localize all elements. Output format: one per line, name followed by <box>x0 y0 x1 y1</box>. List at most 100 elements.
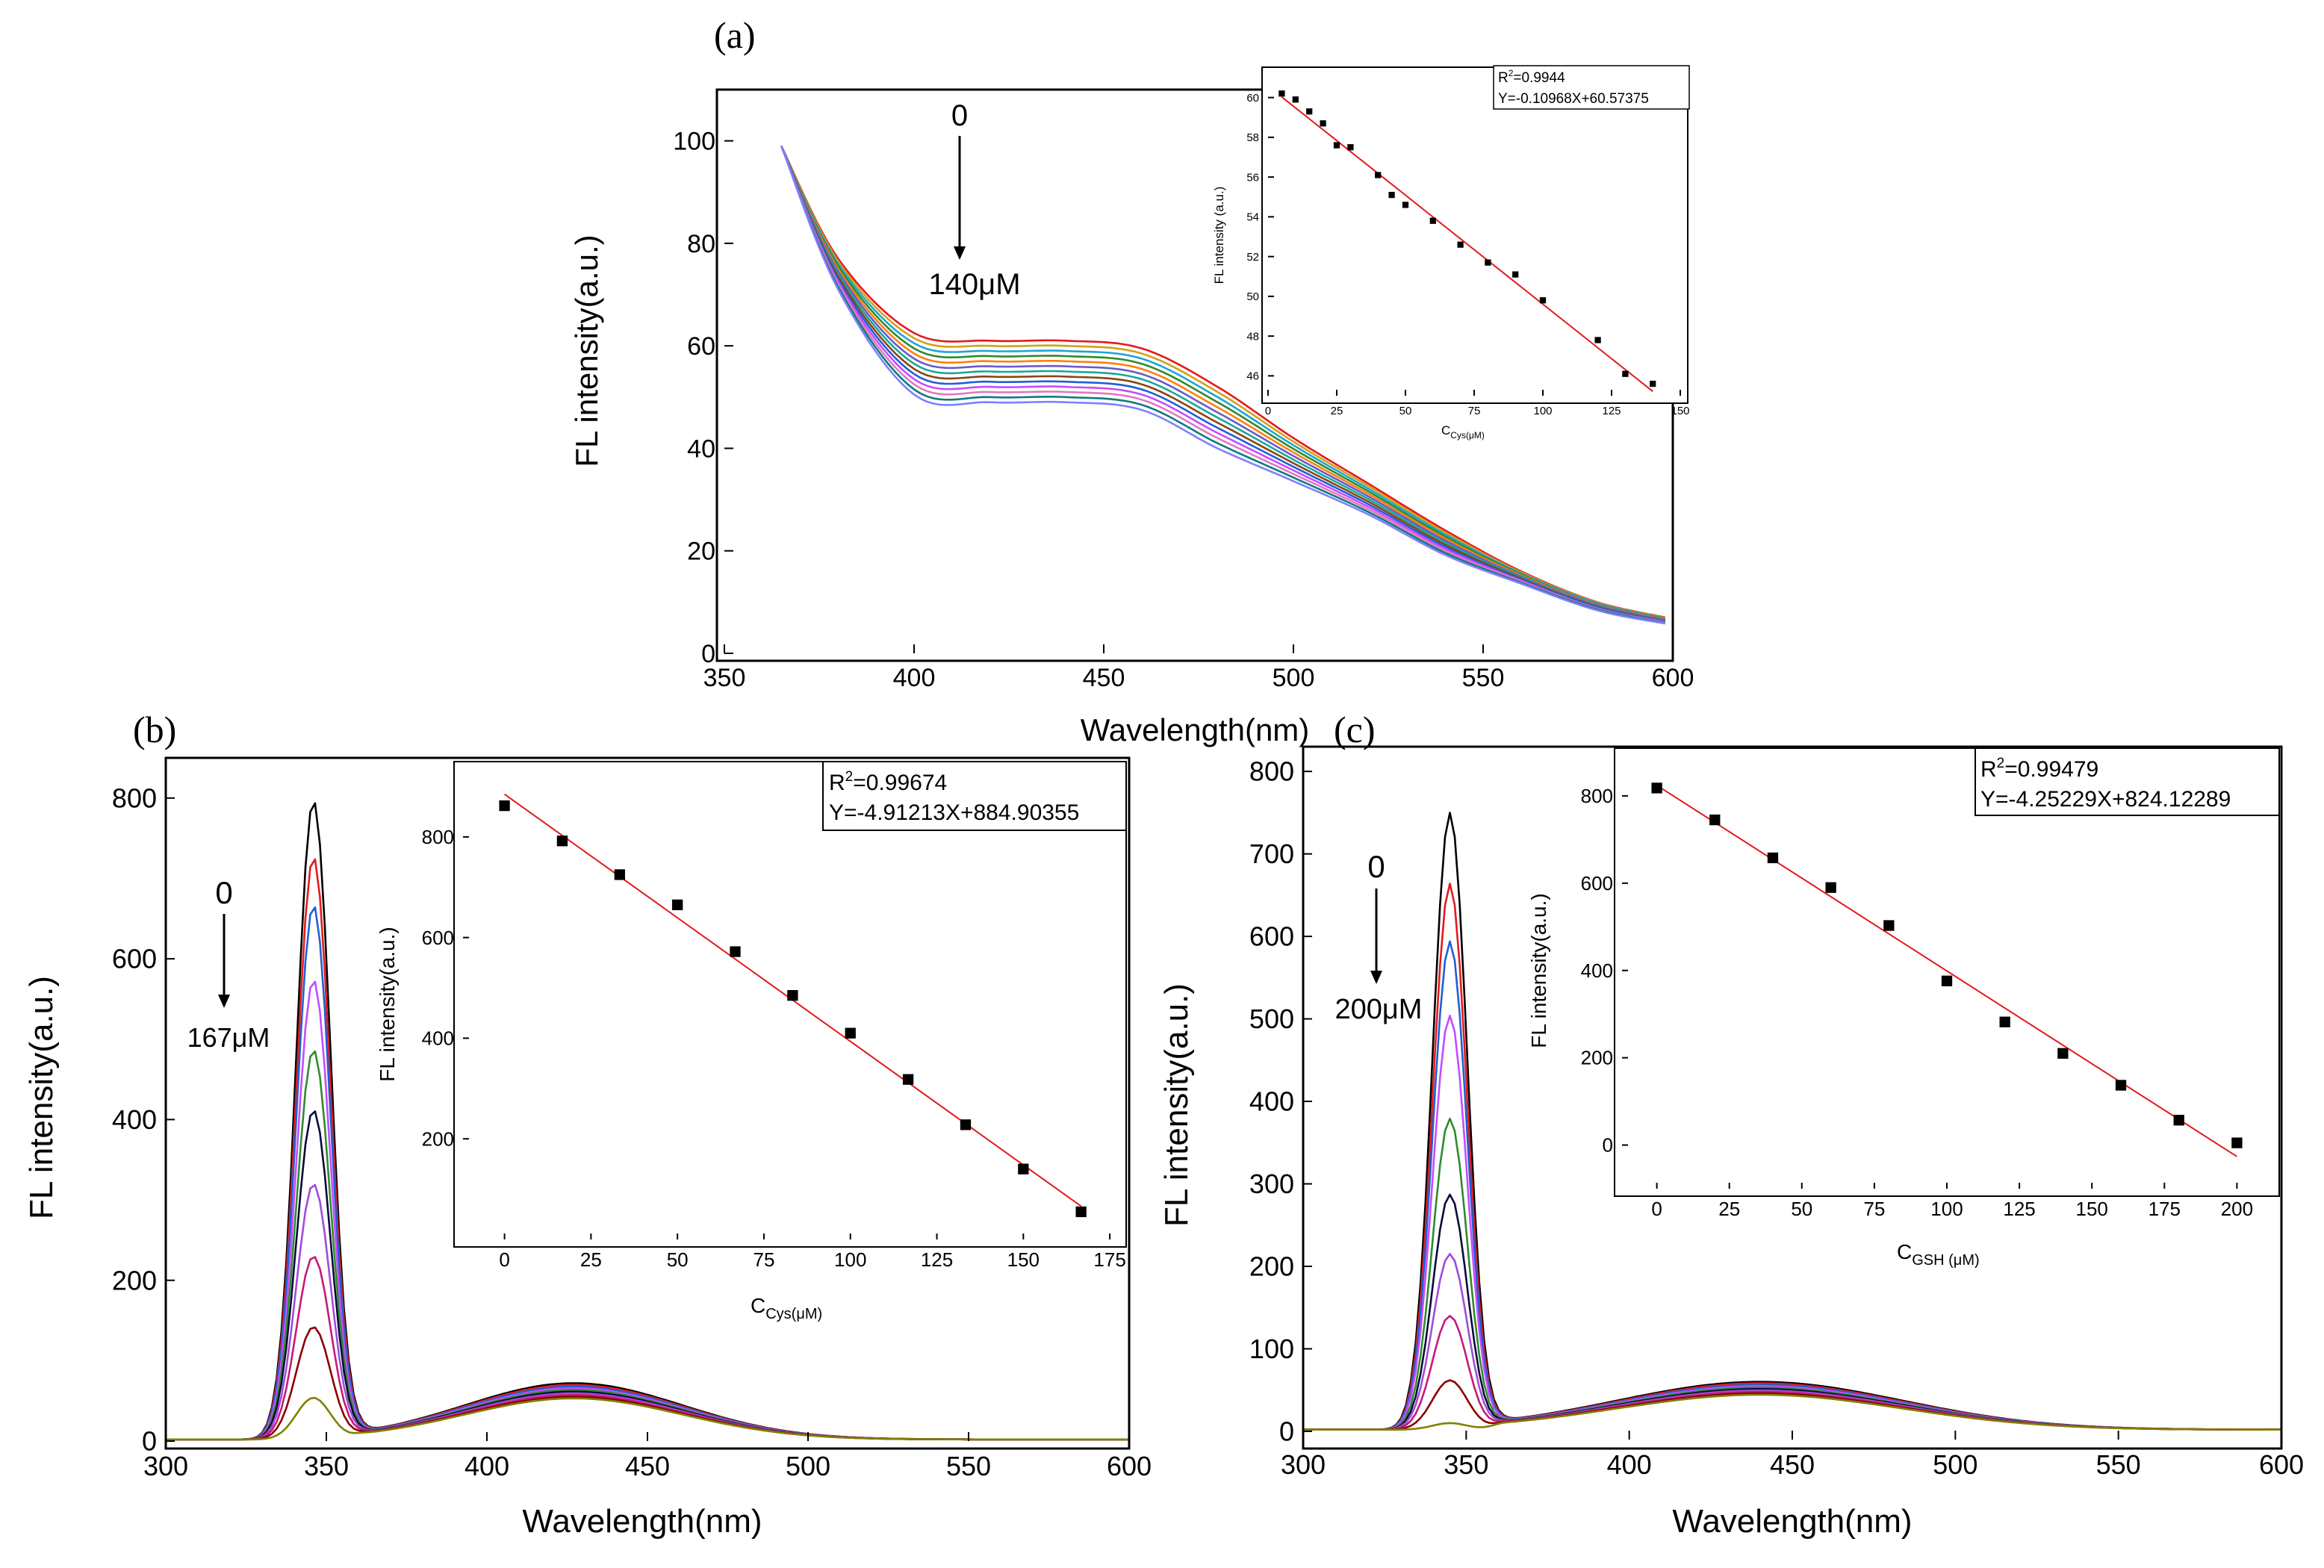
b-inset-x-tick-label: 50 <box>667 1248 689 1271</box>
a-data-point <box>1429 217 1436 224</box>
panel-b-y-tick-label: 800 <box>112 783 157 813</box>
a-data-point <box>1594 337 1601 343</box>
panel-b-annotation-end: 167μM <box>187 1022 270 1053</box>
panel-c-inset-bg <box>1615 748 2279 1196</box>
panel-a-inset-frame <box>1261 66 1688 404</box>
panel-a-inset: 0 25 50 75 100 125 150 46 48 50 52 54 56 58 60 FL inte… <box>1212 65 1690 441</box>
panel-a-x-ticks: 350 400 450 500 550 600 <box>703 644 1694 692</box>
a-fit-line <box>1281 96 1653 392</box>
panel-b-x-axis-label: Wavelength(nm) <box>522 1503 762 1540</box>
panel-c-x-ticks: 300 350 400 450 500 550 600 <box>1281 1431 2304 1480</box>
b-inset-x-tick-label: 0 <box>499 1248 509 1271</box>
a-inset-x-tick-label: 25 <box>1331 405 1343 417</box>
a-data-point <box>1347 144 1354 151</box>
panel-a-r-squared: R2=0.9944 <box>1498 68 1565 86</box>
a-data-point <box>1320 120 1326 127</box>
panel-a-arrowhead <box>954 246 966 260</box>
panel-c-inset-frame <box>1614 747 2280 1197</box>
panel-a-x-tick-label: 350 <box>703 664 746 692</box>
c-inset-x-tick-label: 175 <box>2149 1198 2181 1220</box>
c-data-point <box>2115 1080 2127 1091</box>
a-inset-x-tick-label: 75 <box>1468 405 1481 417</box>
panel-c-y-tick-label: 200 <box>1249 1251 1294 1282</box>
a-data-point <box>1306 108 1313 115</box>
panel-a-y-tick-label: 0 <box>701 640 715 668</box>
a-data-point <box>1292 96 1299 103</box>
c-inset-x-tick-label: 100 <box>1930 1198 1963 1220</box>
b-inset-x-tick-label: 75 <box>753 1248 774 1271</box>
c-data-point <box>1651 783 1662 794</box>
panel-a-y-tick-label: 60 <box>687 332 715 361</box>
panel-b-r-squared: R2=0.99674 <box>829 769 947 795</box>
a-data-point <box>1650 380 1656 388</box>
b-inset-x-tick-label: 150 <box>1007 1248 1040 1271</box>
c-inset-x-tick-label: 25 <box>1718 1198 1740 1220</box>
c-inset-y-tick-label: 400 <box>1581 959 1613 982</box>
panel-c-y-ticks: 0 100 200 300 400 500 600 700 800 <box>1249 756 1312 1447</box>
c-data-point <box>1709 814 1721 826</box>
panel-b-inset-x-label: CCys(μM) <box>751 1294 822 1322</box>
panel-a-inset-bg <box>1262 67 1688 403</box>
c-inset-y-tick-label: 0 <box>1603 1134 1613 1157</box>
a-inset-y-tick-label: 58 <box>1246 131 1259 144</box>
panel-c-fit-box <box>1975 747 2280 816</box>
panel-c-equation: Y=-4.25229X+824.12289 <box>1980 787 2231 812</box>
a-data-point <box>1388 191 1395 199</box>
a-inset-x-tick-label: 100 <box>1533 405 1552 417</box>
a-data-point <box>1485 259 1491 266</box>
b-data-point <box>960 1119 972 1130</box>
b-data-point <box>672 899 683 910</box>
panel-b-x-tick-label: 550 <box>946 1451 991 1481</box>
b-inset-x-tick-label: 175 <box>1093 1248 1125 1271</box>
c-inset-x-tick-label: 150 <box>2076 1198 2108 1220</box>
panel-b-x-tick-label: 450 <box>625 1451 670 1481</box>
panel-c-y-tick-label: 500 <box>1249 1004 1294 1034</box>
b-inset-x-ticks: 0 25 50 75 100 125 150 175 <box>499 1233 1126 1271</box>
c-inset-y-tick-label: 200 <box>1581 1047 1613 1069</box>
panel-b-x-tick-label: 400 <box>465 1451 509 1481</box>
a-inset-y-tick-label: 48 <box>1246 330 1259 343</box>
panel-b-inset-frame <box>453 761 1127 1248</box>
panel-a-x-tick-label: 600 <box>1652 664 1694 692</box>
panel-a-y-tick-label: 80 <box>687 230 715 258</box>
panel-b-equation: Y=-4.91213X+884.90355 <box>829 800 1079 825</box>
panel-a-y-axis-label: FL intensity(a.u.) <box>569 234 604 467</box>
panel-c-annotation-start: 0 <box>1367 849 1385 884</box>
panel-c-y-axis-label: FL intensity(a.u.) <box>1158 983 1195 1227</box>
b-data-point <box>845 1027 856 1039</box>
a-inset-y-tick-label: 54 <box>1246 211 1259 224</box>
panel-b-y-tick-label: 0 <box>142 1426 157 1457</box>
a-inset-y-tick-label: 56 <box>1246 171 1259 184</box>
panel-a-curve <box>780 146 1666 625</box>
c-inset-x-tick-label: 50 <box>1791 1198 1812 1220</box>
panel-a-x-tick-label: 500 <box>1273 664 1315 692</box>
panel-c-x-tick-label: 550 <box>2096 1449 2141 1480</box>
panel-a-inset-content: 0 25 50 75 100 125 150 46 48 50 52 54 56 58 60 <box>1246 90 1690 417</box>
c-data-point <box>2173 1115 2184 1126</box>
panel-label-c: (c) <box>1334 709 1376 750</box>
panel-b-y-axis-label: FL intensity(a.u.) <box>23 976 60 1219</box>
panel-b-curve <box>166 1256 1129 1441</box>
panel-c-x-tick-label: 450 <box>1770 1449 1815 1480</box>
c-inset-x-tick-label: 0 <box>1651 1198 1662 1220</box>
panel-c-arrowhead <box>1370 971 1382 984</box>
panel-b-inset-content: 0 25 50 75 100 125 150 175 200 400 600 800 <box>422 793 1126 1271</box>
b-data-point <box>902 1074 914 1085</box>
a-data-point <box>1375 172 1382 178</box>
a-data-point <box>1512 271 1519 278</box>
c-inset-y-ticks: 0 200 400 600 800 <box>1581 785 1628 1157</box>
panel-c-y-tick-label: 600 <box>1249 921 1294 952</box>
panel-a-curve <box>780 146 1666 623</box>
b-data-point <box>730 946 741 957</box>
panel-a-y-tick-label: 40 <box>687 435 715 463</box>
panel-c-x-tick-label: 500 <box>1933 1449 1977 1480</box>
panel-c-inset-y-label: FL intensity(a.u.) <box>1527 893 1550 1048</box>
c-fit-line <box>1656 784 2237 1157</box>
c-inset-x-tick-label: 125 <box>2003 1198 2035 1220</box>
c-data-point <box>1941 975 1953 986</box>
panel-c-y-tick-label: 400 <box>1249 1086 1294 1117</box>
panel-b-x-tick-label: 500 <box>786 1451 830 1481</box>
panel-c-y-tick-label: 300 <box>1249 1169 1294 1199</box>
panel-b-x-tick-label: 350 <box>304 1451 349 1481</box>
